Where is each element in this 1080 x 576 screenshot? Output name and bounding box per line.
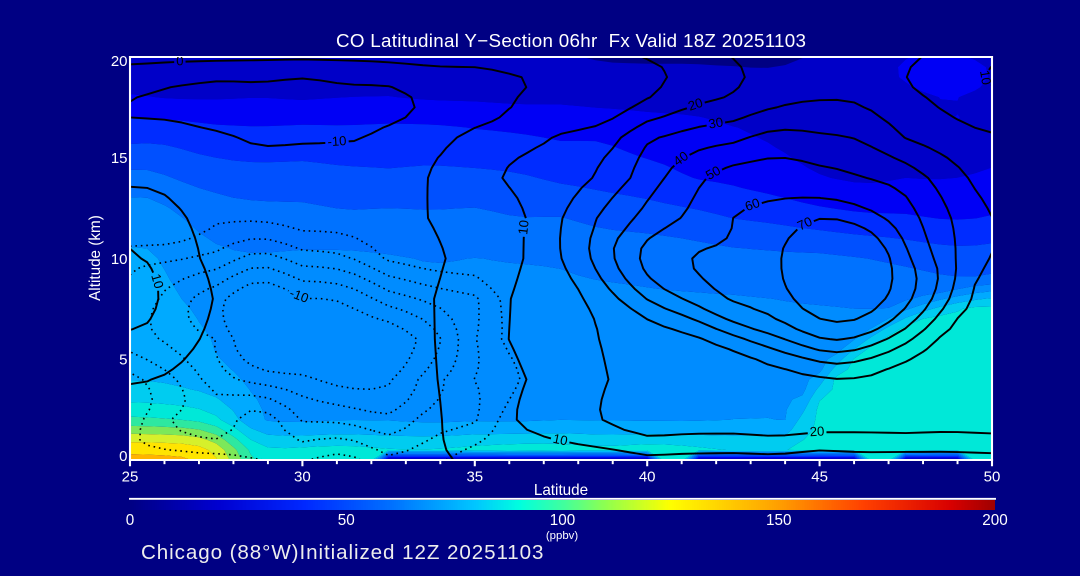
svg-text:10: 10: [111, 251, 128, 268]
svg-text:10: 10: [148, 272, 166, 290]
svg-text:10: 10: [977, 69, 994, 86]
svg-text:35: 35: [466, 469, 483, 486]
svg-text:60: 60: [743, 195, 762, 214]
svg-text:20: 20: [686, 95, 705, 114]
svg-text:0: 0: [176, 53, 184, 68]
svg-text:15: 15: [111, 150, 128, 167]
svg-text:Altitude (km): Altitude (km): [87, 215, 104, 301]
svg-text:-10: -10: [288, 285, 311, 306]
svg-text:30: 30: [294, 469, 311, 486]
svg-text:30: 30: [707, 114, 724, 131]
svg-text:20: 20: [111, 53, 128, 70]
svg-text:200: 200: [982, 512, 1007, 529]
svg-text:45: 45: [811, 469, 828, 486]
svg-text:(ppbv): (ppbv): [546, 530, 578, 542]
svg-text:-10: -10: [327, 133, 347, 149]
svg-text:150: 150: [766, 512, 791, 529]
svg-text:25: 25: [122, 469, 139, 486]
svg-text:50: 50: [984, 469, 1001, 486]
svg-text:50: 50: [338, 512, 355, 529]
svg-text:70: 70: [795, 214, 815, 234]
svg-text:50: 50: [703, 163, 723, 183]
svg-text:40: 40: [670, 148, 691, 169]
svg-text:20: 20: [809, 423, 825, 439]
svg-text:Latitude: Latitude: [534, 482, 588, 499]
svg-text:100: 100: [550, 512, 575, 529]
svg-text:0: 0: [119, 448, 127, 465]
svg-text:5: 5: [119, 352, 127, 369]
svg-text:10: 10: [515, 219, 532, 235]
svg-text:40: 40: [639, 469, 656, 486]
svg-text:0: 0: [126, 512, 135, 529]
svg-text:10: 10: [552, 431, 569, 449]
